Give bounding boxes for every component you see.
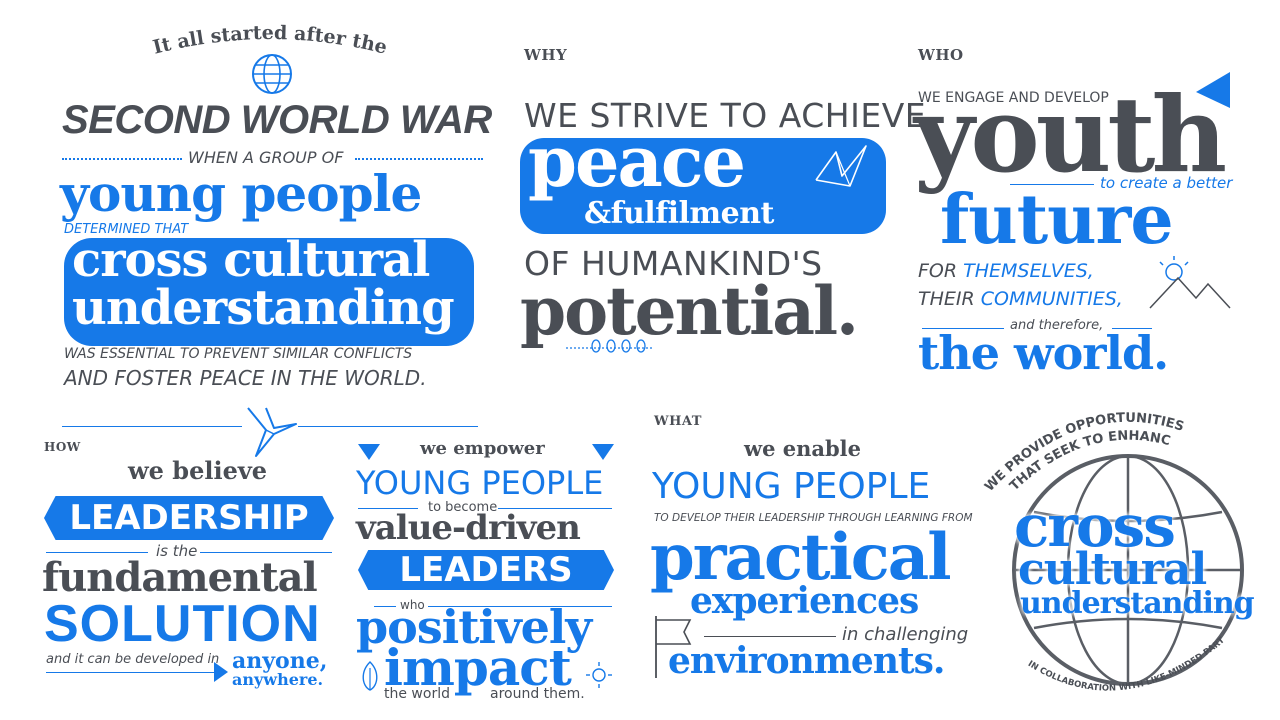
world-heading: the world. — [918, 326, 1169, 380]
sun-icon — [586, 662, 612, 688]
anyone-text: anyone, — [232, 648, 328, 674]
divider — [1112, 328, 1152, 329]
tobecome-text: to become — [428, 500, 498, 515]
theworld-text: the world — [384, 686, 450, 702]
globe-cross-heading: cross — [1014, 492, 1176, 560]
vine-icon — [566, 339, 652, 353]
value-driven-heading: value-driven — [356, 508, 581, 548]
leadership-ribbon: LEADERSHIP — [44, 496, 334, 540]
fulfilment-heading: &fulfilment — [584, 196, 774, 231]
divider — [46, 552, 148, 553]
globe-icon — [1012, 454, 1244, 686]
believe-text: we believe — [128, 456, 268, 485]
fundamental-heading: fundamental — [42, 554, 318, 601]
their-text: THEIR — [918, 288, 975, 310]
impact-heading: impact — [384, 638, 572, 697]
paper-bird-icon — [815, 145, 867, 187]
understanding-heading: understanding — [72, 280, 455, 336]
developed-text: and it can be developed in — [46, 652, 220, 667]
divider — [62, 426, 242, 427]
communities-text: COMMUNITIES, — [980, 288, 1123, 310]
triangle-icon — [592, 444, 614, 460]
challenging-text: in challenging — [842, 624, 969, 645]
leaders-ribbon: LEADERS — [358, 550, 614, 590]
why-label: WHY — [524, 46, 568, 64]
divider — [1010, 184, 1094, 185]
arrow-icon — [214, 662, 228, 682]
globe-cultural-heading: cultural — [1018, 544, 1207, 595]
strive-text: WE STRIVE TO ACHIEVE — [524, 96, 927, 135]
divider — [498, 508, 612, 509]
divider — [298, 426, 478, 427]
triangle-icon — [358, 444, 380, 460]
divider — [374, 606, 396, 607]
divider — [704, 636, 836, 637]
globe-top-arc-text: WE PROVIDE OPPORTUNITIES THAT SEEK TO EN… — [0, 0, 1227, 694]
globe-understanding-heading: understanding — [1020, 586, 1255, 621]
divider — [62, 158, 182, 160]
paper-bird-icon — [247, 407, 297, 457]
when-text: WHEN A GROUP OF — [188, 148, 344, 167]
isthe-text: is the — [156, 542, 198, 560]
leaf-icon — [362, 661, 378, 691]
what-label: WHAT — [654, 414, 702, 429]
anywhere-text: anywhere. — [232, 670, 324, 689]
around-text: around them. — [490, 686, 585, 702]
for-line: FOR THEMSELVES, — [918, 260, 1094, 282]
triangle-icon — [1196, 72, 1230, 108]
experiences-heading: experiences — [690, 580, 919, 622]
environments-heading: environments. — [668, 640, 945, 682]
peace-heading: peace — [528, 120, 746, 203]
their-line: THEIR COMMUNITIES, — [918, 288, 1123, 310]
war-heading: SECOND WORLD WAR — [62, 98, 492, 142]
who-text: who — [400, 598, 425, 612]
young-people-heading: young people — [60, 164, 422, 223]
highlight-blob — [520, 138, 886, 234]
engage-text: WE ENGAGE AND DEVELOP — [918, 90, 1109, 106]
divider — [355, 158, 483, 160]
mountain-sun-icon — [1149, 256, 1231, 309]
highlight-blob — [64, 238, 474, 346]
empower-text: we empower — [420, 438, 545, 459]
what-young-text: YOUNG PEOPLE — [652, 466, 931, 507]
how-label: HOW — [44, 440, 81, 454]
determined-text: DETERMINED THAT — [64, 222, 189, 237]
create-text: to create a better — [1100, 174, 1233, 192]
develop-text: TO DEVELOP THEIR LEADERSHIP THROUGH LEAR… — [654, 512, 973, 524]
essential-text: WAS ESSENTIAL TO PREVENT SIMILAR CONFLIC… — [64, 346, 413, 362]
empower-young-text: YOUNG PEOPLE — [356, 464, 604, 502]
who-label: WHO — [918, 46, 964, 64]
divider — [46, 672, 214, 673]
practical-heading: practical — [650, 520, 952, 595]
divider — [358, 508, 418, 509]
enable-text: we enable — [744, 436, 862, 461]
positively-heading: positively — [356, 600, 592, 654]
solution-heading: SOLUTION — [44, 595, 321, 653]
for-text: FOR — [918, 260, 958, 282]
youth-heading: youth — [914, 73, 1227, 196]
cross-cultural-heading: cross cultural — [72, 232, 430, 288]
globe-icon — [252, 54, 292, 94]
humankind-text: OF HUMANKIND'S — [524, 244, 823, 283]
divider — [428, 606, 612, 607]
divider — [922, 328, 1004, 329]
themselves-text: THEMSELVES, — [963, 260, 1094, 282]
foster-text: AND FOSTER PEACE IN THE WORLD. — [64, 366, 427, 390]
therefore-text: and therefore, — [1010, 318, 1104, 333]
divider — [200, 552, 332, 553]
future-heading: future — [940, 180, 1174, 260]
potential-heading: potential. — [520, 272, 859, 350]
flag-icon — [655, 616, 692, 678]
